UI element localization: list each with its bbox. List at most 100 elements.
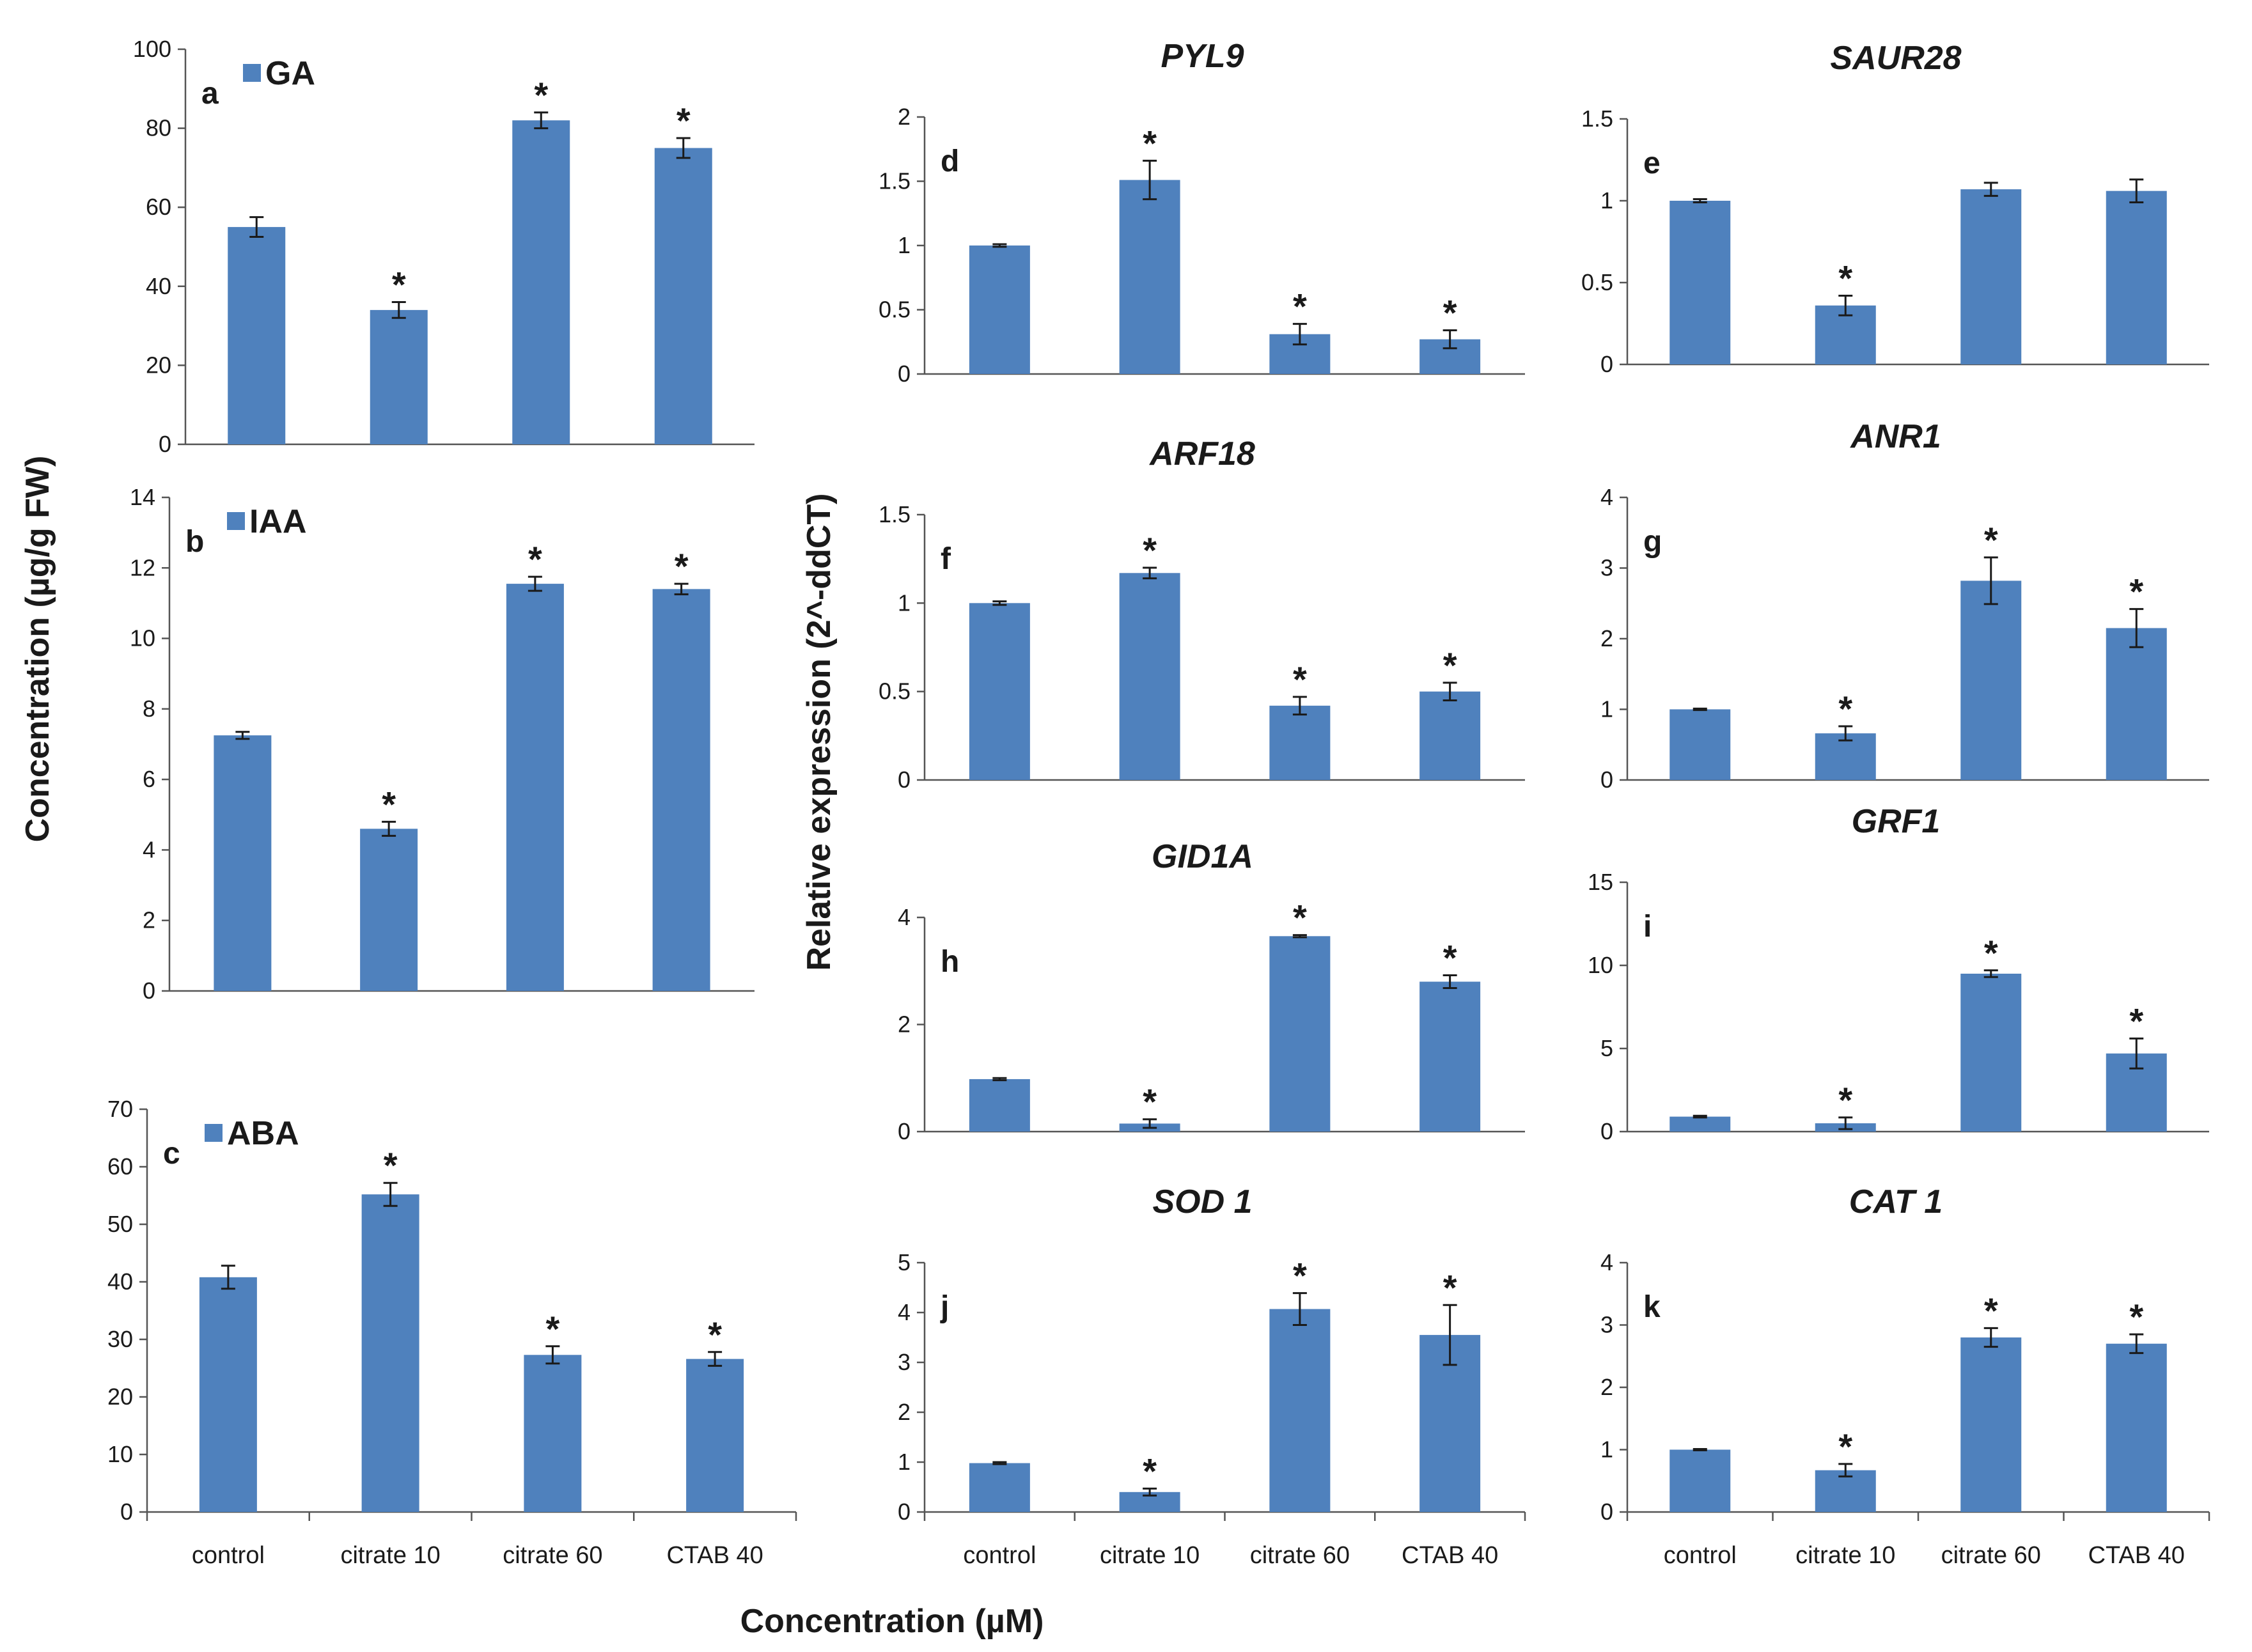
x-category-label: control — [1664, 1542, 1737, 1569]
significance-asterisk: * — [1443, 293, 1457, 333]
significance-asterisk: * — [1838, 689, 1852, 729]
significance-asterisk: * — [384, 1145, 398, 1185]
bar-citrate-60 — [1960, 1337, 2022, 1512]
bar-citrate-10 — [1119, 180, 1180, 374]
middle-y-axis-label: Relative expression (2^-ddCT) — [801, 494, 838, 971]
y-tick-label: 0 — [1600, 1499, 1613, 1525]
y-tick-label: 5 — [898, 1249, 911, 1275]
chart-panel-h: 0 2 4 * * * h GID1A — [898, 838, 1525, 1144]
y-tick-label: 0 — [143, 978, 155, 1004]
bar-citrate-60 — [512, 120, 570, 445]
y-tick-label: 20 — [107, 1383, 133, 1410]
y-tick-label: 50 — [107, 1211, 133, 1237]
x-category-label: CTAB 40 — [666, 1542, 763, 1569]
significance-asterisk: * — [1293, 659, 1307, 699]
bar-ctab-40 — [686, 1359, 744, 1512]
gene-title: GID1A — [1152, 838, 1253, 875]
gene-title: PYL9 — [1161, 38, 1244, 75]
y-tick-label: 0 — [898, 767, 911, 793]
y-tick-label: 3 — [898, 1349, 911, 1375]
panel-letter: h — [941, 945, 959, 979]
bar-control — [969, 1079, 1030, 1132]
legend-swatch — [227, 512, 245, 530]
y-tick-label: 80 — [146, 115, 171, 141]
significance-asterisk: * — [545, 1309, 559, 1349]
bar-citrate-60 — [1960, 189, 2022, 364]
significance-asterisk: * — [2129, 1001, 2143, 1041]
y-tick-label: 4 — [1600, 484, 1613, 510]
significance-asterisk: * — [708, 1314, 722, 1355]
chart-panel-e: 0 0.5 1 1.5 * e SAUR28 — [1581, 40, 2209, 377]
chart-panel-i: 0 5 10 15 * * * i GRF1 — [1588, 803, 2209, 1144]
y-tick-label: 40 — [146, 273, 171, 299]
significance-asterisk: * — [675, 546, 689, 586]
x-category-label: control — [963, 1542, 1036, 1569]
panel-letter: c — [163, 1137, 180, 1171]
y-tick-label: 30 — [107, 1326, 133, 1352]
y-tick-label: 2 — [898, 1011, 911, 1038]
significance-asterisk: * — [1443, 1267, 1457, 1307]
bar-ctab-40 — [1419, 981, 1481, 1132]
chart-panel-d: 0 0.5 1 1.5 2 * * * d PYL9 — [879, 38, 1525, 387]
y-tick-label: 0.5 — [1581, 269, 1613, 295]
gene-title: ANR1 — [1849, 418, 1941, 455]
x-category-label: citrate 60 — [503, 1542, 602, 1569]
y-tick-label: 1 — [1600, 187, 1613, 214]
y-tick-label: 70 — [107, 1096, 133, 1122]
y-tick-label: 4 — [898, 1299, 911, 1325]
bar-ctab-40 — [2106, 628, 2167, 780]
bar-ctab-40 — [2106, 1343, 2167, 1512]
significance-asterisk: * — [1143, 530, 1157, 570]
x-category-label: citrate 10 — [340, 1542, 440, 1569]
y-tick-label: 4 — [143, 836, 155, 862]
y-tick-label: 0.5 — [879, 678, 911, 705]
legend-label: IAA — [249, 503, 307, 540]
bar-citrate-60 — [524, 1355, 582, 1512]
gene-title: SOD 1 — [1152, 1183, 1252, 1220]
significance-asterisk: * — [1984, 520, 1998, 560]
x-category-label: citrate 10 — [1795, 1542, 1895, 1569]
significance-asterisk: * — [1984, 933, 1998, 973]
y-tick-label: 3 — [1600, 555, 1613, 581]
y-tick-label: 60 — [107, 1153, 133, 1180]
y-tick-label: 1.5 — [879, 501, 911, 527]
y-tick-label: 1.5 — [879, 168, 911, 194]
y-tick-label: 2 — [898, 104, 911, 130]
panel-letter: k — [1643, 1290, 1661, 1324]
bar-citrate-10 — [360, 829, 418, 991]
y-tick-label: 10 — [1588, 952, 1613, 978]
y-tick-label: 40 — [107, 1268, 133, 1295]
significance-asterisk: * — [1984, 1290, 1998, 1330]
significance-asterisk: * — [1838, 1080, 1852, 1120]
y-tick-label: 1.5 — [1581, 105, 1613, 132]
bar-control — [1669, 1116, 1731, 1132]
bar-control — [228, 227, 286, 444]
y-tick-label: 1 — [898, 232, 911, 258]
y-tick-label: 14 — [130, 484, 155, 510]
bar-control — [199, 1277, 257, 1512]
y-tick-label: 10 — [130, 625, 155, 651]
bar-control — [1669, 201, 1731, 364]
y-tick-label: 20 — [146, 352, 171, 378]
y-tick-label: 8 — [143, 696, 155, 722]
significance-asterisk: * — [2129, 572, 2143, 612]
y-tick-label: 0 — [898, 361, 911, 387]
bar-citrate-60 — [1269, 705, 1331, 780]
bar-citrate-60 — [1960, 974, 2022, 1132]
panel-letter: a — [201, 77, 219, 111]
x-category-label: CTAB 40 — [1402, 1542, 1498, 1569]
y-tick-label: 12 — [130, 554, 155, 581]
bar-control — [969, 603, 1030, 780]
y-tick-label: 2 — [143, 907, 155, 933]
bar-citrate-60 — [1960, 581, 2022, 780]
y-tick-label: 0 — [159, 431, 171, 457]
y-tick-label: 1 — [898, 589, 911, 616]
significance-asterisk: * — [1443, 937, 1457, 978]
y-tick-label: 0 — [1600, 1118, 1613, 1144]
significance-asterisk: * — [392, 265, 406, 305]
panel-letter: g — [1643, 525, 1662, 559]
significance-asterisk: * — [1293, 286, 1307, 327]
x-axis-label: Concentration (µM) — [740, 1603, 1044, 1640]
legend-label: GA — [265, 55, 315, 92]
